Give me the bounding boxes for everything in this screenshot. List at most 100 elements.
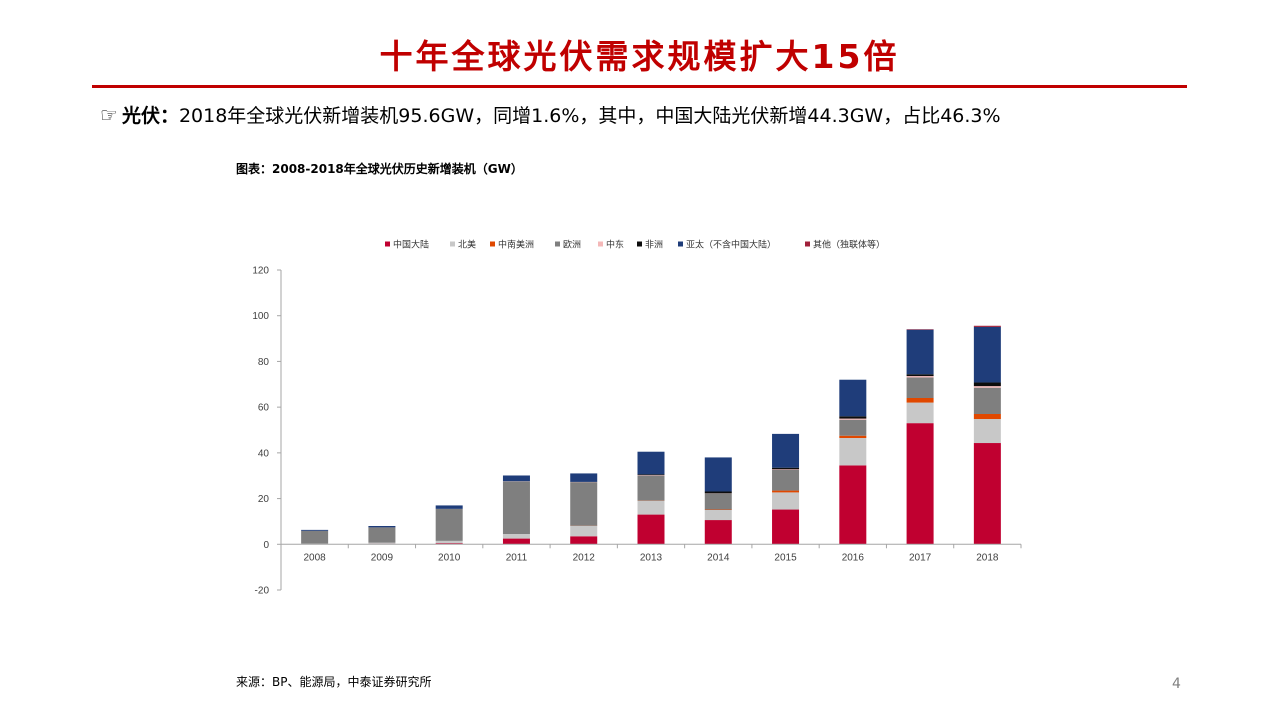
bar-segment-2014-s0 bbox=[704, 520, 732, 545]
bar-segment-2015-s1 bbox=[772, 492, 800, 510]
bar-segment-2012-s3 bbox=[570, 482, 598, 526]
bar-segment-2013-s6 bbox=[637, 451, 665, 475]
legend-label-2: 中南美洲 bbox=[498, 239, 534, 251]
x-tick-label: 2016 bbox=[842, 552, 865, 563]
legend-label-1: 北美 bbox=[458, 239, 476, 251]
legend-swatch-7 bbox=[805, 241, 810, 247]
bar-segment-2008-s3 bbox=[301, 530, 329, 544]
y-tick-label: 120 bbox=[252, 266, 269, 277]
legend-swatch-1 bbox=[450, 241, 455, 247]
x-tick-label: 2018 bbox=[976, 552, 999, 563]
bar-segment-2012-s0 bbox=[570, 536, 598, 545]
legend-swatch-6 bbox=[678, 241, 683, 247]
bar-segment-2010-s1 bbox=[435, 540, 463, 544]
bar-segment-2014-s1 bbox=[704, 510, 732, 521]
legend-label-0: 中国大陆 bbox=[393, 239, 429, 251]
bar-segment-2016-s6 bbox=[839, 379, 867, 417]
x-tick-label: 2009 bbox=[371, 552, 394, 563]
bar-segment-2009-s1 bbox=[368, 542, 396, 544]
bar-segment-2012-s6 bbox=[570, 473, 598, 482]
y-tick-label: 0 bbox=[263, 540, 269, 551]
bar-segment-2018-s7 bbox=[973, 325, 1001, 327]
x-tick-label: 2010 bbox=[438, 552, 461, 563]
bar-segment-2011-s0 bbox=[502, 538, 530, 545]
bar-segment-2017-s1 bbox=[906, 402, 934, 424]
bar-segment-2018-s2 bbox=[973, 414, 1001, 420]
bar-segment-2017-s0 bbox=[906, 423, 934, 545]
bar-segment-2018-s6 bbox=[973, 326, 1001, 383]
x-tick-label: 2014 bbox=[707, 552, 730, 563]
bar-segment-2015-s3 bbox=[772, 470, 800, 491]
y-tick-label: 40 bbox=[258, 448, 270, 459]
bar-segment-2013-s5 bbox=[637, 474, 665, 476]
y-tick-label: 100 bbox=[252, 311, 269, 322]
bar-segment-2015-s6 bbox=[772, 433, 800, 468]
bullet-line: ☞ 光伏：2018年全球光伏新增装机95.6GW，同增1.6%，其中，中国大陆光伏… bbox=[100, 101, 1001, 128]
legend-label-3: 欧洲 bbox=[563, 239, 581, 251]
x-tick-label: 2015 bbox=[774, 552, 797, 563]
bar-segment-2015-s4 bbox=[772, 469, 800, 470]
bar-segment-2010-s0 bbox=[435, 543, 463, 545]
legend-swatch-2 bbox=[490, 241, 495, 247]
legend-label-6: 亚太（不含中国大陆） bbox=[686, 239, 776, 251]
y-tick-label: 20 bbox=[258, 494, 270, 505]
bar-segment-2014-s6 bbox=[704, 457, 732, 492]
bar-segment-2015-s0 bbox=[772, 509, 800, 545]
x-tick-label: 2011 bbox=[506, 552, 528, 563]
bar-segment-2018-s3 bbox=[973, 387, 1001, 414]
bar-segment-2010-s3 bbox=[435, 508, 463, 541]
slide-title: 十年全球光伏需求规模扩大15倍 bbox=[379, 37, 900, 76]
bar-segment-2010-s6 bbox=[435, 505, 463, 509]
y-tick-label: 80 bbox=[258, 357, 270, 368]
bar-segment-2015-s5 bbox=[772, 467, 800, 470]
bar-segment-2017-s2 bbox=[906, 398, 934, 403]
legend-swatch-4 bbox=[598, 241, 603, 247]
bar-segment-2011-s3 bbox=[502, 481, 530, 534]
page-number: 4 bbox=[1172, 676, 1181, 692]
x-tick-label: 2008 bbox=[304, 552, 327, 563]
bar-segment-2016-s3 bbox=[839, 419, 867, 436]
pointing-hand-icon: ☞ bbox=[100, 103, 118, 127]
bar-segment-2014-s3 bbox=[704, 493, 732, 510]
chart-caption: 图表：2008-2018年全球光伏历史新增装机（GW） bbox=[236, 162, 523, 176]
bar-segment-2016-s5 bbox=[839, 416, 867, 419]
bar-segment-2009-s6 bbox=[368, 526, 396, 528]
bar-segment-2018-s1 bbox=[973, 419, 1001, 444]
bar-segment-2015-s2 bbox=[772, 490, 800, 493]
bar-segment-2013-s1 bbox=[637, 500, 665, 515]
legend-swatch-3 bbox=[555, 241, 560, 247]
bar-segment-2013-s0 bbox=[637, 514, 665, 545]
bar-segment-2018-s4 bbox=[973, 386, 1001, 388]
bar-segment-2016-s2 bbox=[839, 435, 867, 438]
bar-segment-2009-s3 bbox=[368, 527, 396, 543]
x-tick-label: 2012 bbox=[573, 552, 596, 563]
x-tick-label: 2013 bbox=[640, 552, 663, 563]
bar-segment-2017-s6 bbox=[906, 329, 934, 375]
y-tick-label: 60 bbox=[258, 403, 270, 414]
bar-segment-2011-s1 bbox=[502, 534, 530, 539]
bar-segment-2016-s1 bbox=[839, 438, 867, 466]
bar-segment-2018-s0 bbox=[973, 443, 1001, 545]
bar-segment-2014-s5 bbox=[704, 491, 732, 494]
bar-segment-2012-s1 bbox=[570, 526, 598, 537]
legend-swatch-5 bbox=[637, 241, 642, 247]
bar-segment-2017-s3 bbox=[906, 377, 934, 398]
bar-segment-2016-s4 bbox=[839, 418, 867, 420]
legend-swatch-0 bbox=[385, 241, 390, 247]
bar-segment-2017-s5 bbox=[906, 374, 934, 377]
bullet-lead: 光伏： bbox=[121, 105, 179, 127]
bar-segment-2008-s6 bbox=[301, 529, 329, 531]
y-tick-label: -20 bbox=[255, 586, 270, 597]
bar-segment-2013-s3 bbox=[637, 475, 665, 501]
source-note: 来源：BP、能源局，中泰证券研究所 bbox=[236, 675, 432, 689]
bar-segment-2016-s0 bbox=[839, 465, 867, 545]
bar-segment-2017-s4 bbox=[906, 376, 934, 378]
bullet-text: 2018年全球光伏新增装机95.6GW，同增1.6%，其中，中国大陆光伏新增44… bbox=[178, 105, 1001, 127]
legend-label-5: 非洲 bbox=[645, 239, 663, 251]
legend-label-4: 中东 bbox=[606, 239, 624, 251]
title-divider bbox=[92, 85, 1187, 88]
bar-segment-2011-s6 bbox=[502, 475, 530, 482]
x-tick-label: 2017 bbox=[909, 552, 932, 563]
bar-segment-2018-s5 bbox=[973, 382, 1001, 387]
